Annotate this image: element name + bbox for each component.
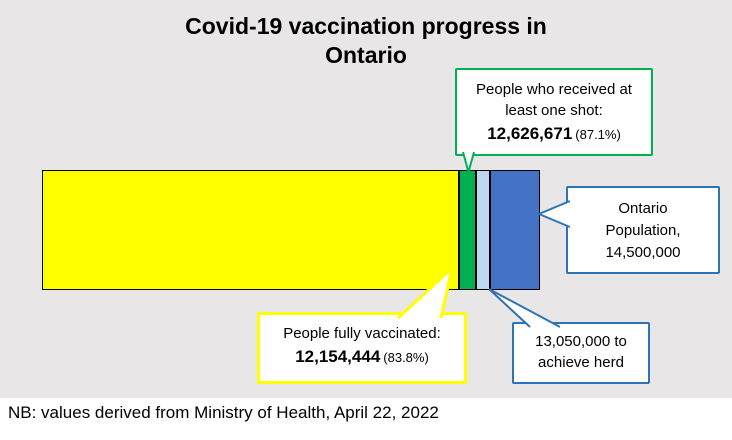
- source-note: NB: values derived from Ministry of Heal…: [0, 398, 732, 440]
- bar-segment-herd-gap: [475, 170, 491, 290]
- callout-herd-line2: achieve herd: [538, 354, 624, 371]
- callout-one-shot-line1: People who received at: [476, 81, 632, 98]
- callout-one-shot: People who received at least one shot: 1…: [455, 68, 653, 156]
- callout-one-shot-line2: least one shot:: [505, 102, 603, 119]
- callout-fully-vaccinated-line1: People fully vaccinated:: [283, 325, 441, 342]
- one-shot-percent: (87.1%): [575, 127, 621, 142]
- callout-fully-vaccinated-value-line: 12,154,444 (83.8%): [260, 344, 464, 371]
- callout-population: Ontario Population, 14,500,000: [566, 186, 720, 274]
- callout-herd: 13,050,000 to achieve herd: [512, 322, 650, 384]
- callout-population-line1: Ontario: [618, 200, 668, 217]
- callout-herd-line1: 13,050,000 to: [535, 333, 627, 350]
- fully-vaccinated-count: 12,154,444: [295, 347, 381, 366]
- callout-population-line2: Population,: [605, 222, 681, 239]
- population-count: 14,500,000: [605, 244, 681, 261]
- one-shot-count: 12,626,671: [487, 124, 573, 143]
- fully-vaccinated-percent: (83.8%): [383, 350, 429, 365]
- bar-segment-one-shot: [459, 170, 476, 290]
- chart-title-line1: Covid-19 vaccination progress in: [185, 13, 547, 39]
- callout-fully-vaccinated: People fully vaccinated: 12,154,444 (83.8…: [257, 312, 467, 384]
- bar-segment-population-remainder: [490, 170, 540, 290]
- callout-one-shot-value-line: 12,626,671 (87.1%): [457, 121, 651, 148]
- chart-title: Covid-19 vaccination progress in Ontario: [0, 12, 732, 70]
- bar-segment-fully-vaccinated: [42, 170, 460, 290]
- chart-title-line2: Ontario: [325, 42, 407, 68]
- vaccination-stacked-bar: [42, 170, 540, 290]
